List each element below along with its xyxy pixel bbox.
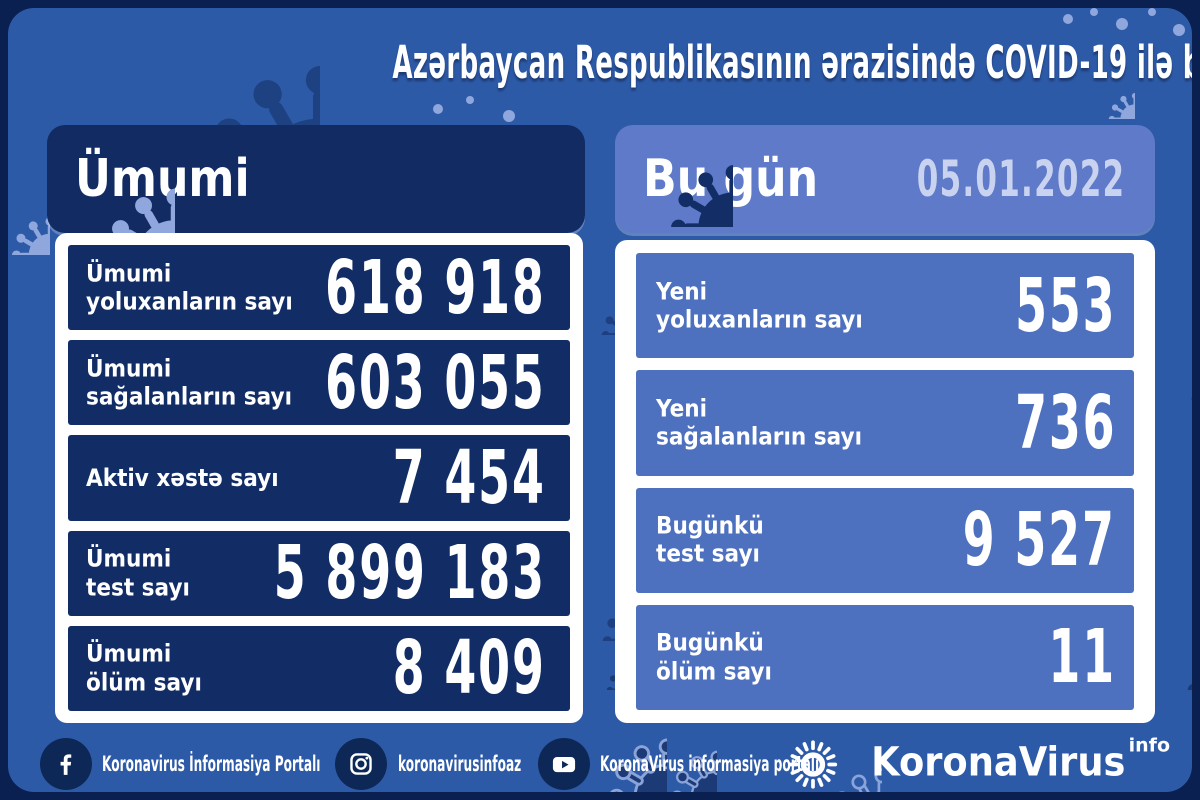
decor-dot: [1063, 14, 1073, 24]
stat-row-value: 11: [1048, 614, 1116, 701]
decor-dot: [433, 104, 443, 114]
stat-row-new-infected: Yeni yoluxanların sayı 553: [636, 253, 1134, 359]
left-panel-title: Ümumi: [75, 149, 250, 209]
decor-dot: [1173, 24, 1185, 36]
stat-row-value: 736: [1014, 379, 1116, 466]
stat-row-total-recovered: Ümumi sağalanların sayı 603 055: [68, 339, 570, 426]
left-panel-body: Ümumi yoluxanların sayı 618 918 Ümumi sa…: [55, 233, 583, 723]
facebook-label: Koronavirus İnformasiya Portalı: [102, 752, 321, 776]
stat-row-new-recovered: Yeni sağalanların sayı 736: [636, 370, 1134, 476]
stat-row-total-tests: Ümumi test sayı 5 899 183: [68, 530, 570, 617]
facebook-icon: [40, 738, 92, 790]
date-label: 05.01.2022: [916, 150, 1125, 208]
stat-row-label: Ümumi yoluxanların sayı: [86, 259, 293, 316]
virus-logo-icon: [789, 740, 838, 789]
decor-dot: [1116, 18, 1128, 30]
stat-row-value: 553: [1014, 262, 1116, 349]
brand-suffix: info: [1128, 734, 1170, 757]
page-title: Azərbaycan Respublikasının ərazisində CO…: [8, 38, 1192, 88]
decor-dot: [1148, 8, 1156, 16]
stat-row-value: 618 918: [325, 244, 546, 331]
stat-row-total-infected: Ümumi yoluxanların sayı 618 918: [68, 244, 570, 331]
right-panel-title: Bu gün: [643, 149, 819, 209]
footer: Koronavirus İnformasiya Portalı koronavi…: [8, 735, 1192, 792]
instagram-icon: [335, 738, 387, 790]
brand-name: KoronaVirus: [871, 739, 1126, 786]
stat-row-label: Ümumi sağalanların sayı: [86, 354, 293, 411]
right-panel-header: Bu gün 05.01.2022: [615, 125, 1155, 233]
brand-logo: KoronaVirus info: [786, 734, 1170, 792]
decor-dot: [503, 110, 515, 122]
stat-row-value: 603 055: [325, 339, 546, 426]
virus-decoration-icon: [8, 175, 50, 255]
stat-row-today-tests: Bugünkü test sayı 9 527: [636, 487, 1134, 593]
right-panel-body: Yeni yoluxanların sayı 553 Yeni sağalanl…: [615, 240, 1155, 723]
youtube-icon: [538, 738, 590, 790]
page-title-text: Azərbaycan Respublikasının ərazisində CO…: [392, 36, 1192, 89]
stat-row-value: 8 409: [393, 625, 546, 712]
stat-row-label: Yeni sağalanların sayı: [656, 394, 863, 451]
stat-row-label: Yeni yoluxanların sayı: [656, 277, 863, 334]
stat-row-value: 5 899 183: [273, 530, 546, 617]
stat-row-value: 7 454: [393, 435, 546, 521]
decor-dot: [1090, 8, 1098, 16]
stat-row-label: Aktiv xəstə sayı: [86, 463, 279, 492]
stat-row-label: Bugünkü ölüm sayı: [656, 629, 772, 686]
instagram-label: koronavirusinfoaz: [398, 752, 522, 776]
background-panel: Azərbaycan Respublikasının ərazisində CO…: [8, 8, 1192, 792]
stat-row-label: Bugünkü test sayı: [656, 511, 764, 569]
stat-row-label: Ümumi test sayı: [86, 544, 190, 602]
stat-row-label: Ümumi ölüm sayı: [86, 640, 202, 697]
decor-dot: [466, 96, 474, 104]
stat-row-value: 9 527: [963, 497, 1116, 584]
stat-row-total-deaths: Ümumi ölüm sayı 8 409: [68, 625, 570, 712]
stat-row-today-deaths: Bugünkü ölüm sayı 11: [636, 604, 1134, 710]
left-panel-header: Ümumi: [47, 125, 585, 233]
stat-row-active-cases: Aktiv xəstə sayı 7 454: [68, 435, 570, 521]
